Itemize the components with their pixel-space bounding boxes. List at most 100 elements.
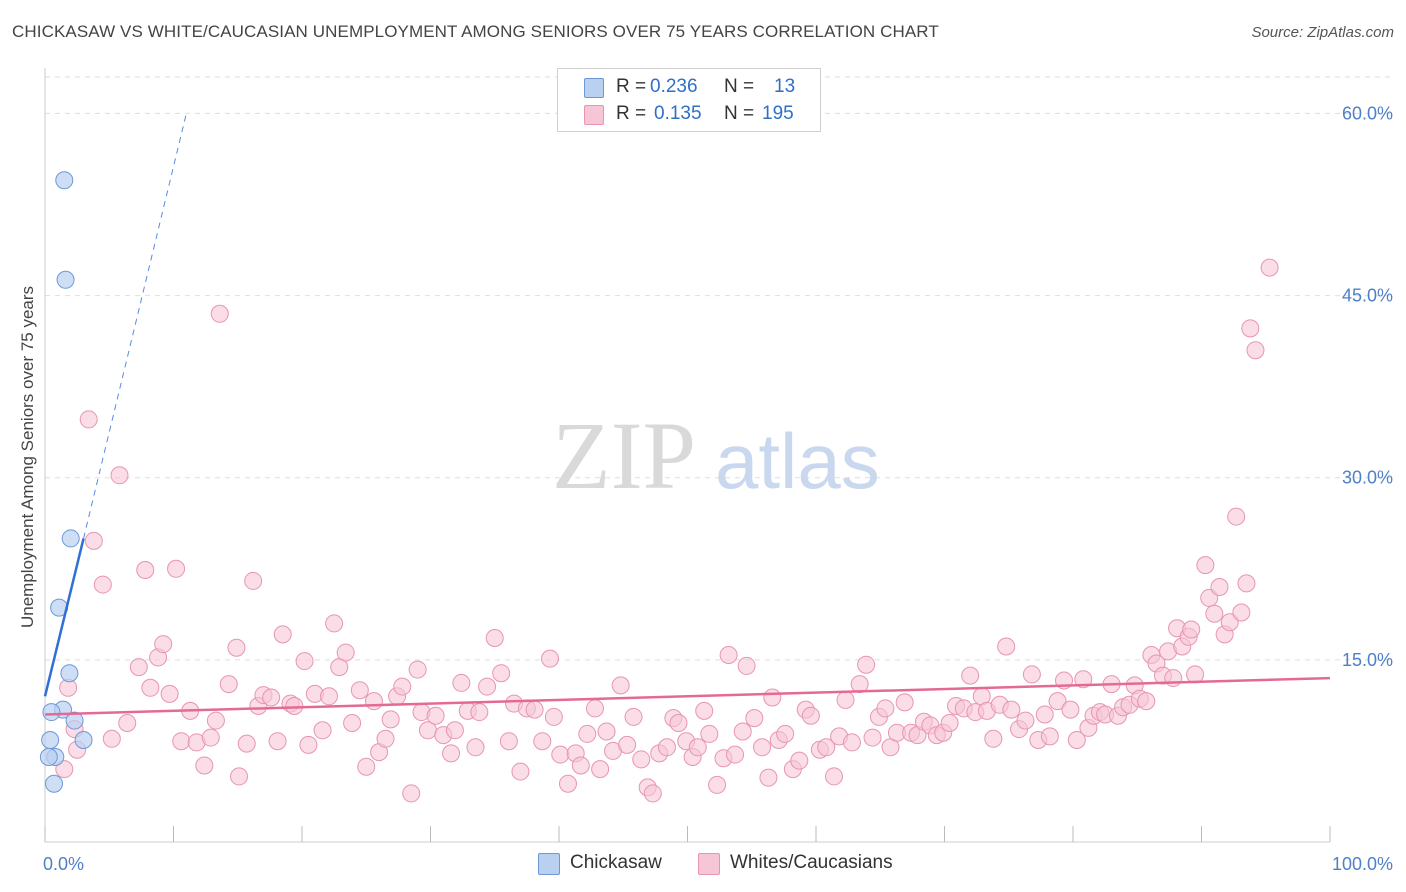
whites-point (571, 756, 590, 775)
whites-point (1182, 620, 1201, 639)
legend-row-whites: R = 0.135 N = 195 (558, 103, 820, 127)
whites-point (745, 709, 764, 728)
chart-title: CHICKASAW VS WHITE/CAUCASIAN UNEMPLOYMEN… (12, 22, 939, 41)
whites-point (1210, 578, 1229, 596)
chickasaw-point (55, 171, 74, 190)
r-value: 0.135 (654, 103, 702, 124)
whites-point (643, 784, 662, 803)
chickasaw-point (41, 731, 60, 749)
whites-point (1164, 669, 1183, 688)
chickasaw-points (39, 171, 93, 793)
whites-point (285, 697, 304, 715)
whites-point (961, 666, 980, 685)
whites-point (1220, 613, 1239, 632)
whites-point (230, 767, 249, 786)
whites-point (700, 724, 719, 743)
whites-point (402, 784, 421, 803)
whites-point (313, 721, 332, 740)
whites-point (206, 711, 225, 730)
trend-lines (43, 113, 1331, 716)
whites-point (1048, 692, 1067, 711)
whites-point (824, 767, 843, 786)
chickasaw-point (56, 270, 75, 289)
whites-point (624, 707, 643, 726)
whites-legend-label: Whites/Caucasians (730, 852, 893, 873)
whites-point (262, 688, 281, 707)
x-tick-label: 100.0% (1332, 854, 1393, 874)
whites-point (492, 664, 511, 683)
chickasaw-point (44, 774, 63, 793)
whites-point (1237, 574, 1256, 593)
whites-point (857, 655, 876, 674)
whites-point (136, 561, 155, 579)
whites-point (79, 410, 98, 429)
whites-point (364, 692, 383, 711)
source-credit: Source: ZipAtlas.com (1251, 24, 1394, 41)
correlation-legend: R = 0.236 N = 13 R = 0.135 N = 195 (557, 68, 821, 132)
whites-point (597, 722, 616, 741)
whites-point (445, 721, 464, 740)
whites-point (708, 775, 727, 794)
whites-point (558, 774, 577, 793)
r-value: 0.236 (650, 76, 698, 97)
chickasaw-point (61, 529, 80, 548)
whites-point (381, 710, 400, 729)
whites-point (940, 714, 959, 732)
y-tick-label: 30.0% (1342, 468, 1393, 488)
whites-point (160, 684, 179, 703)
whites-point (93, 575, 112, 594)
whites-swatch (584, 105, 604, 125)
whites-point (541, 649, 560, 668)
whites-point (984, 729, 1003, 748)
whites-point (325, 614, 344, 633)
n-label: N = (724, 103, 755, 124)
whites-point (227, 638, 246, 657)
whites-point (1227, 507, 1246, 526)
whites-point (719, 646, 738, 664)
whites-point (997, 637, 1016, 656)
whites-point (201, 728, 220, 747)
chickasaw-swatch (538, 853, 560, 875)
whites-point (511, 762, 530, 781)
n-label: N = (724, 76, 755, 97)
whites-point (499, 732, 518, 751)
whites-point (863, 728, 882, 747)
whites-point (578, 724, 597, 743)
whites-point (726, 745, 745, 764)
watermark-atlas: atlas (715, 417, 880, 505)
whites-point (1246, 341, 1265, 360)
whites-point (167, 559, 186, 578)
y-tick-label: 60.0% (1342, 103, 1393, 123)
whites-point (336, 643, 355, 662)
whites-point (1232, 603, 1251, 622)
whites-point (1035, 705, 1054, 724)
whites-point (273, 625, 292, 644)
whites-point (1186, 665, 1205, 684)
whites-trend-line (44, 676, 1331, 716)
whites-point (817, 738, 836, 757)
x-tick-label: 0.0% (43, 854, 84, 874)
tick-labels: 15.0% 30.0% 45.0% 60.0% 0.0% 100.0% (43, 103, 1393, 874)
whites-point (110, 466, 129, 485)
whites-point (442, 744, 461, 763)
chickasaw-point (74, 731, 93, 749)
whites-point (737, 656, 756, 675)
whites-points (55, 258, 1279, 803)
whites-point (525, 700, 544, 719)
chickasaw-trend-line (43, 538, 85, 697)
whites-point (102, 729, 121, 748)
whites-point (426, 706, 445, 725)
r-label: R = (616, 76, 647, 97)
whites-point (695, 701, 714, 720)
whites-point (299, 735, 318, 754)
chickasaw-point (39, 748, 58, 766)
r-label: R = (616, 103, 647, 124)
whites-point (1016, 711, 1035, 730)
whites-point (585, 699, 604, 718)
whites-point (669, 714, 688, 732)
whites-point (376, 729, 395, 748)
whites-point (1260, 258, 1279, 277)
whites-point (551, 745, 570, 764)
whites-point (836, 690, 855, 709)
whites-point (611, 676, 630, 695)
